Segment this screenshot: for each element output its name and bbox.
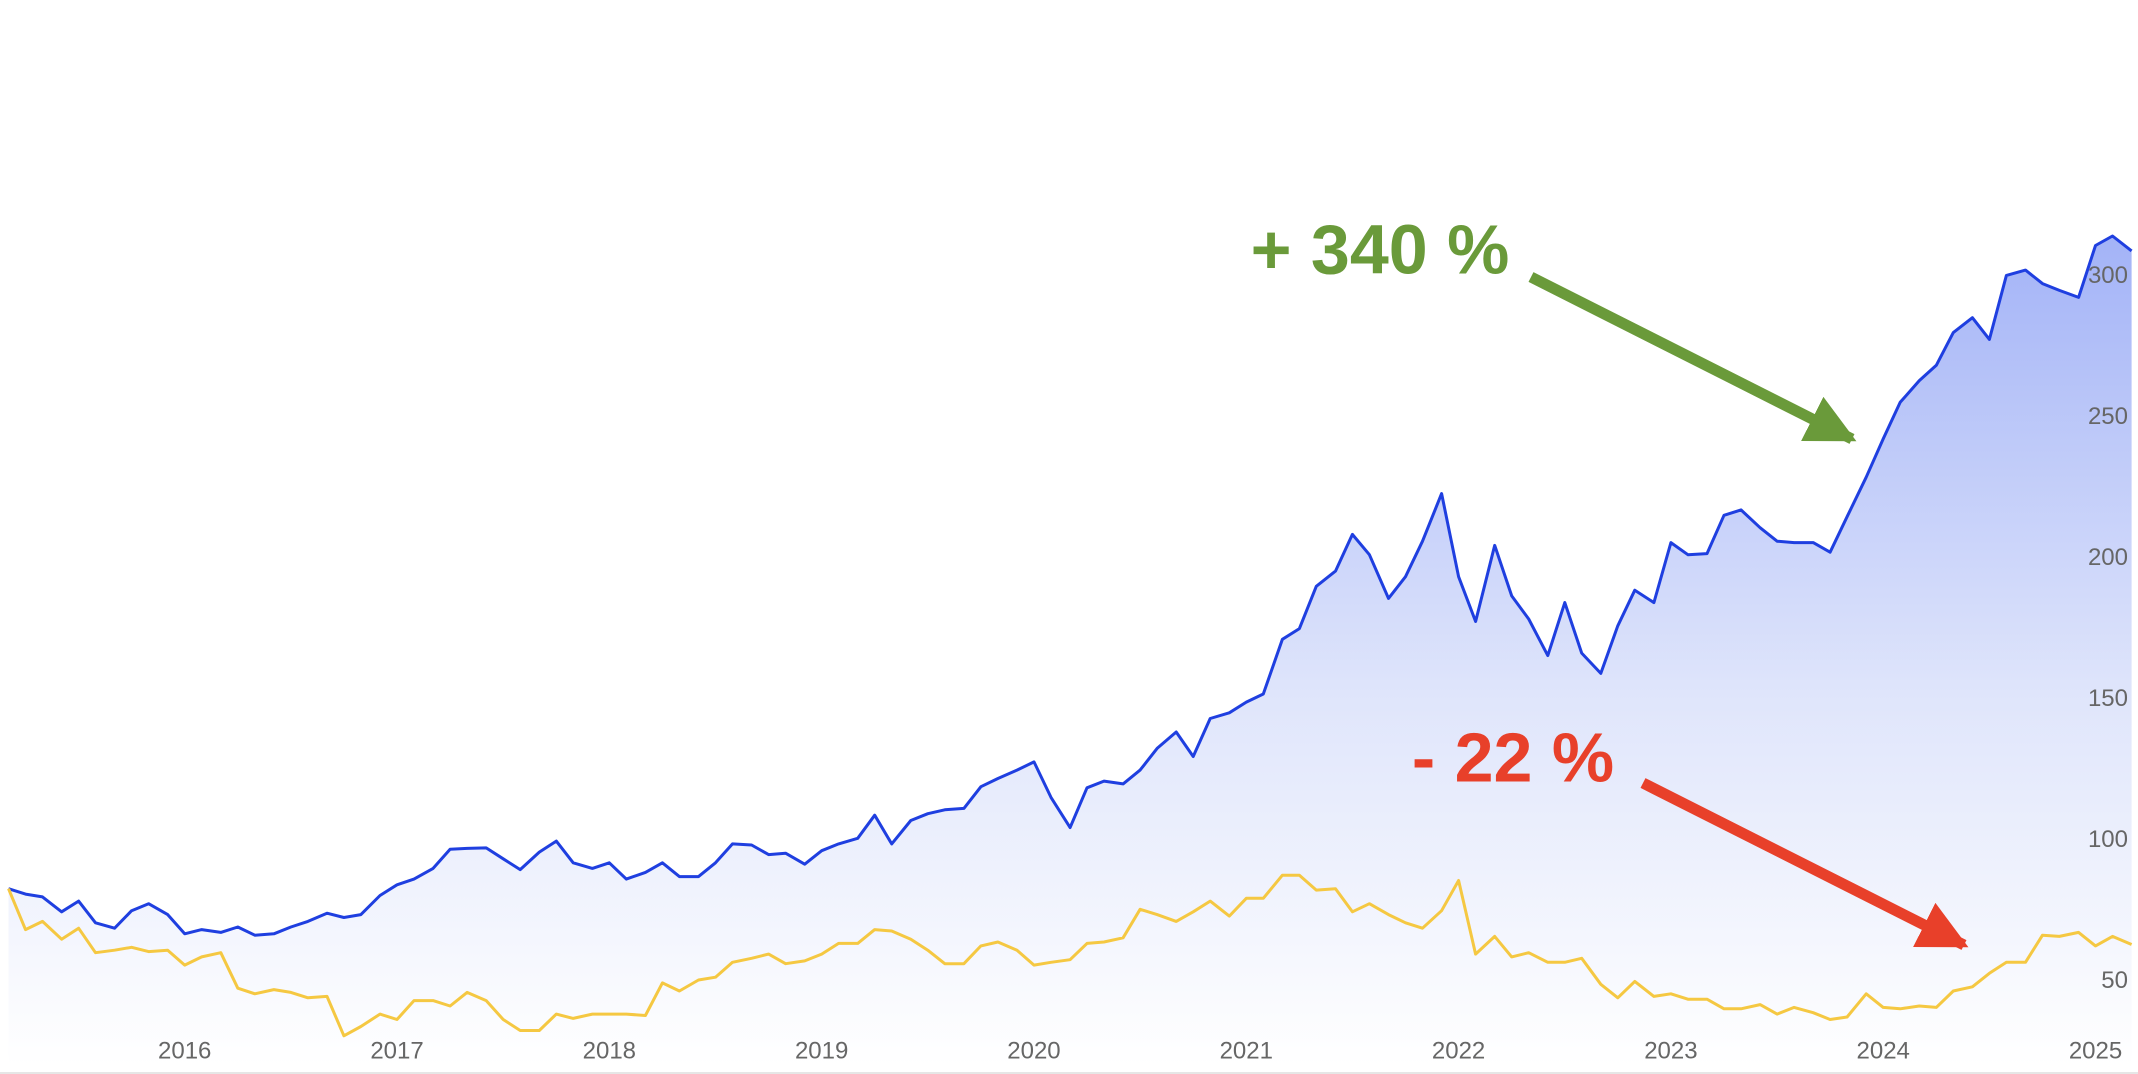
x-tick-label: 2022	[1432, 1037, 1485, 1064]
x-tick-label: 2018	[583, 1037, 636, 1064]
x-tick-label: 2024	[1857, 1037, 1910, 1064]
y-tick-label: 150	[2088, 685, 2128, 712]
y-tick-label: 300	[2088, 262, 2128, 289]
y-tick-label: 50	[2101, 967, 2128, 994]
annotation: + 340 %	[1251, 210, 1510, 288]
x-tick-label: 2025	[2069, 1037, 2122, 1064]
area	[8, 236, 2132, 1066]
line	[8, 234, 2133, 937]
y-tick-label: 100	[2088, 826, 2128, 853]
arrow	[1640, 778, 1969, 950]
x-tick-label: 2017	[370, 1037, 423, 1064]
x-tick-label: 2020	[1007, 1037, 1060, 1064]
x-tick-label: 2019	[795, 1037, 848, 1064]
line	[7, 873, 2133, 1038]
annotation: - 22 %	[1412, 718, 1614, 796]
x-tick-label: 2016	[158, 1037, 211, 1064]
plot	[7, 234, 2133, 1066]
y-tick-label: 250	[2088, 403, 2128, 430]
x-tick-label: 2023	[1644, 1037, 1697, 1064]
x-tick-label: 2021	[1220, 1037, 1273, 1064]
arrow	[1528, 272, 1857, 444]
y-tick-label: 200	[2088, 544, 2128, 571]
